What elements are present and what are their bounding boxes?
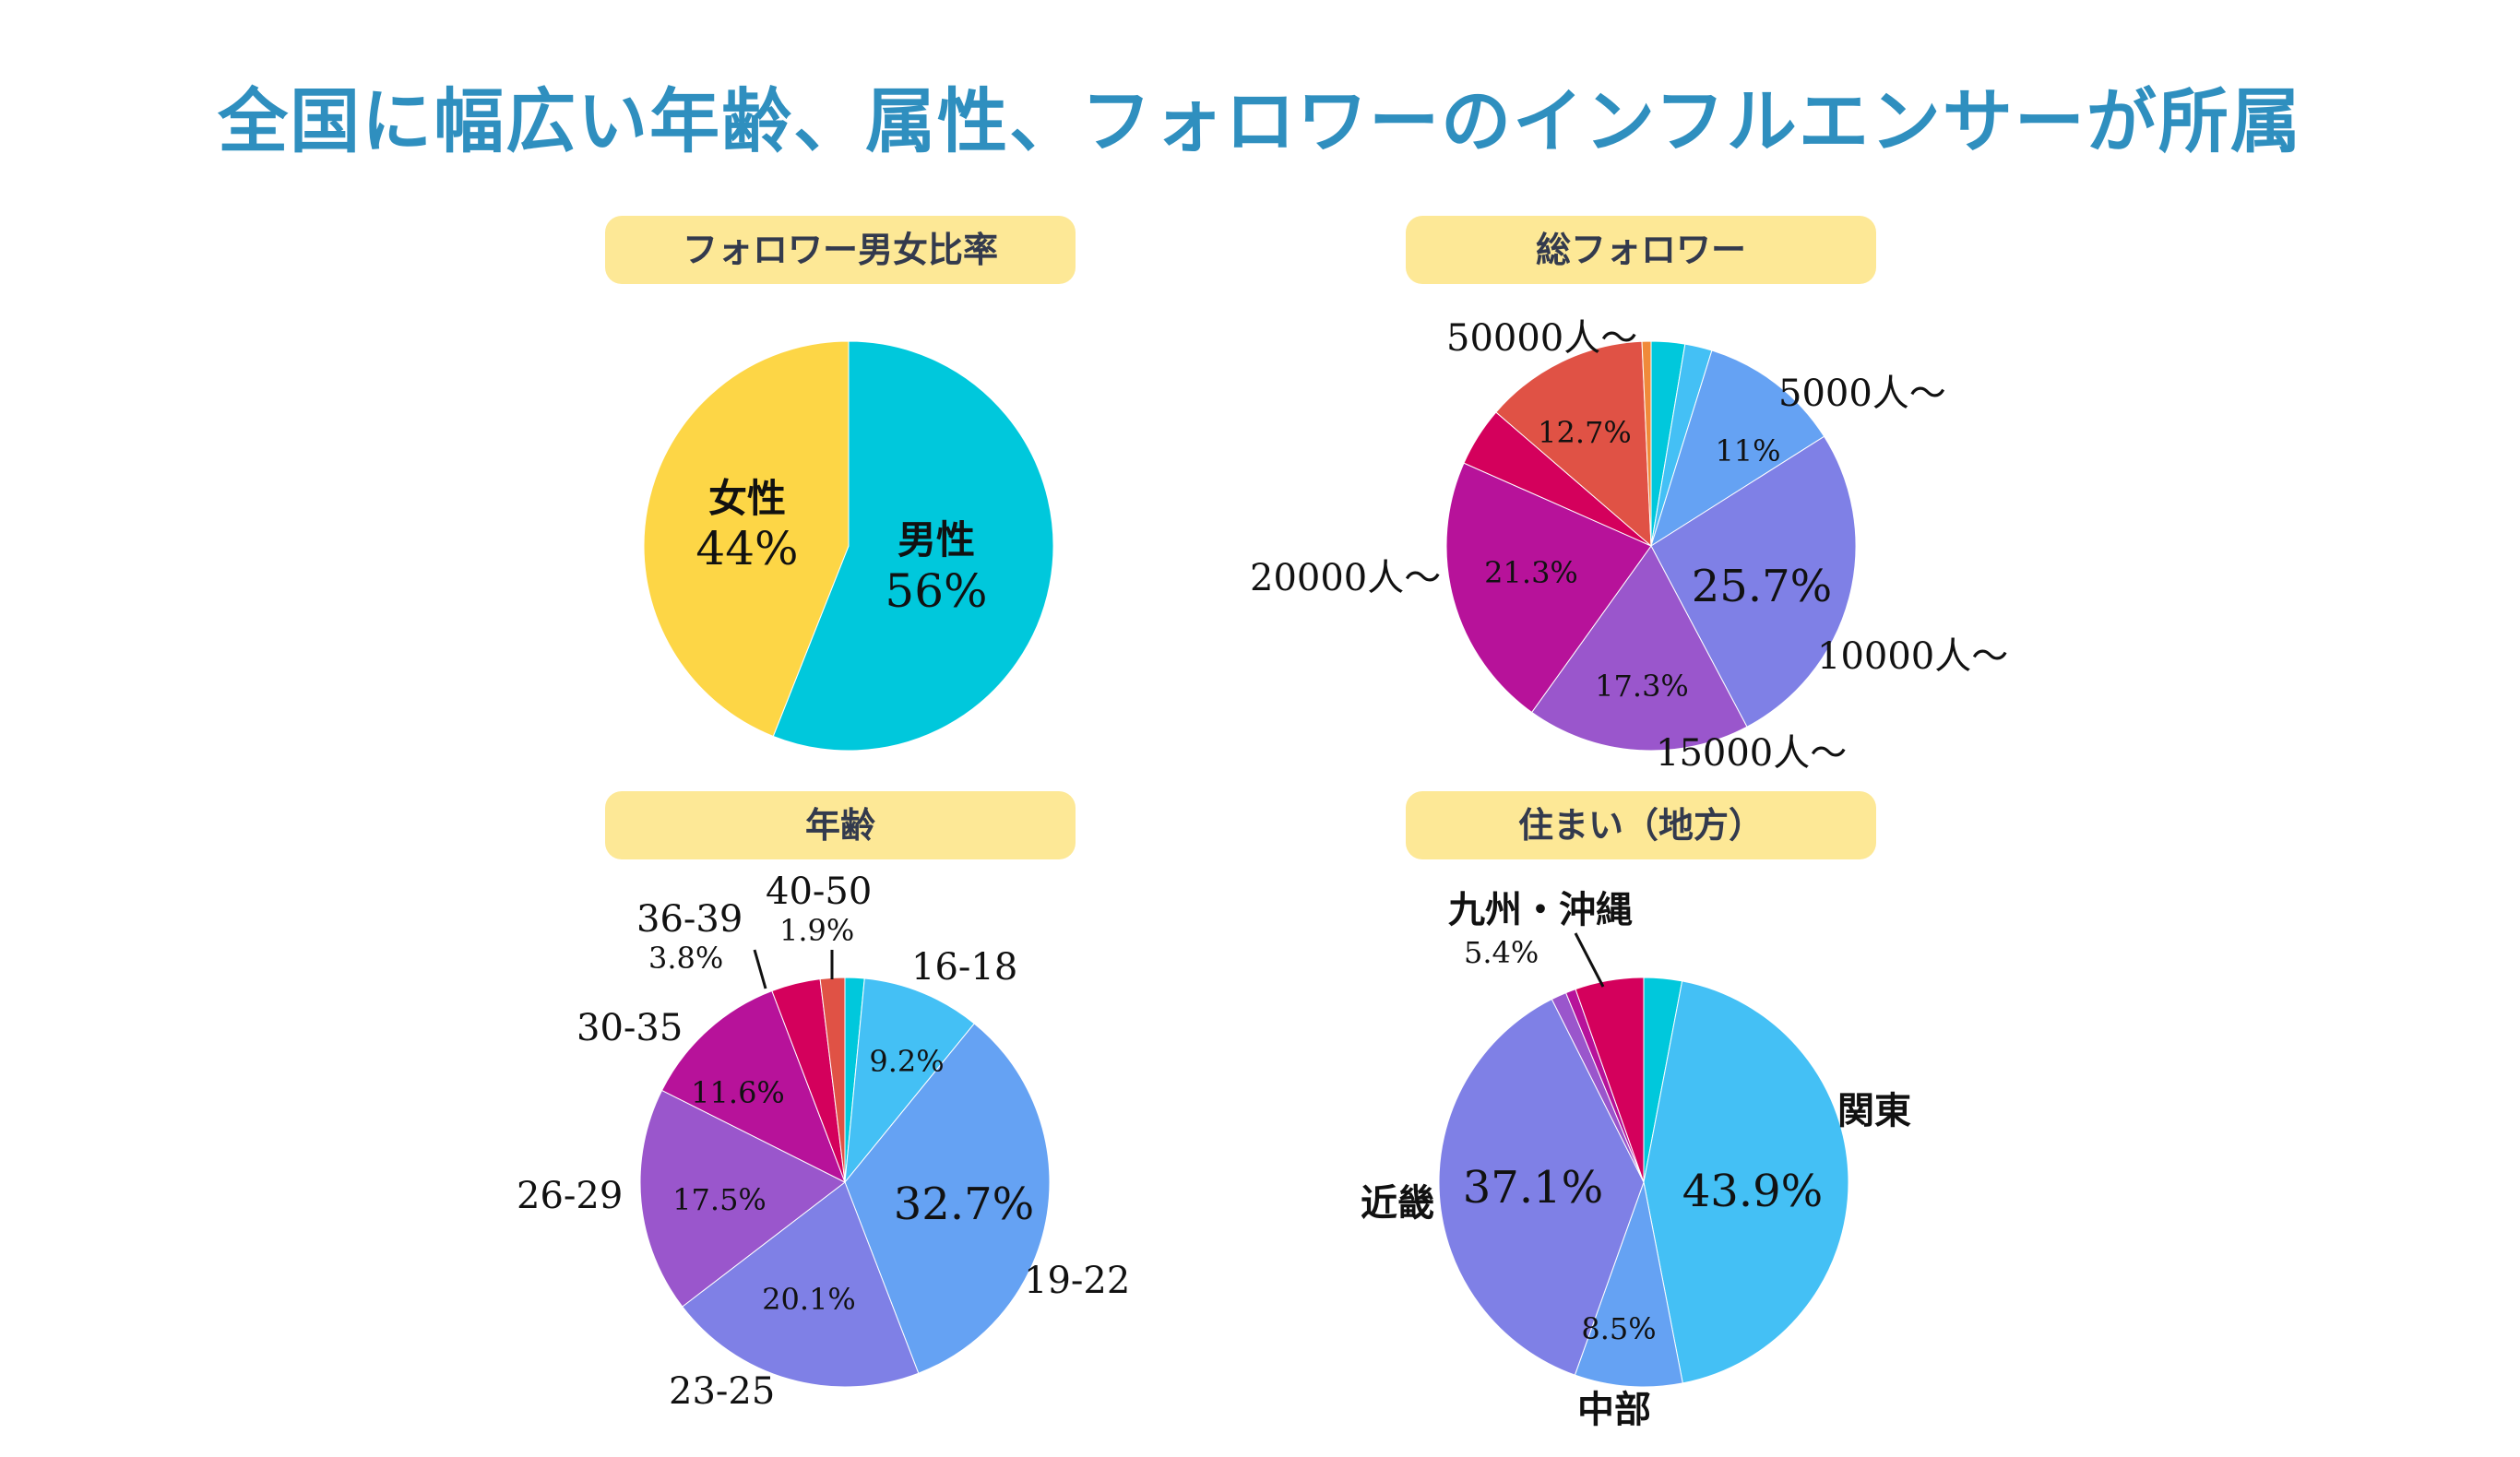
region-label-kyushu: 九州・沖縄 [1448,889,1633,931]
age-slice-1 [844,977,975,1184]
gender-label-male-pct: 56% [885,564,987,618]
followers-chart-title: 総フォロワー [1406,216,1876,284]
region-label-kinki: 近畿 [1361,1182,1434,1225]
followers-slice-5 [1445,462,1652,714]
gender-slice-0 [772,340,1054,752]
region-pie [1438,977,1849,1388]
age-slice-4 [639,1089,846,1308]
region-slice-3 [1438,998,1645,1376]
gender-label-female-pct: 44% [695,522,798,575]
region-leader-kyushu [1574,932,1605,988]
age-label-16-18: 16-18 [911,946,1017,989]
age-label-36-39: 36-39 [636,898,743,941]
followers-pct-5000: 11% [1715,433,1780,468]
gender-label-male-name: 男性 [897,517,975,563]
age-leader-36-39 [753,949,767,989]
followers-slice-4 [1530,545,1748,752]
region-slice-2 [1574,1180,1683,1388]
age-label-26-29: 26-29 [517,1175,623,1217]
age-pct-23-25: 20.1% [762,1282,856,1317]
followers-slice-3 [1650,435,1857,728]
age-pct-40-50: 1.9% [779,913,854,948]
followers-pct-15000: 17.3% [1595,669,1689,704]
followers-label-50000: 50000人〜 [1446,317,1637,360]
age-label-40-50: 40-50 [766,871,872,913]
age-pct-30-35: 11.6% [691,1075,785,1110]
followers-pct-50000: 12.7% [1538,415,1632,450]
region-pct-kanto: 43.9% [1682,1166,1823,1217]
age-label-23-25: 23-25 [669,1370,775,1413]
followers-slice-7 [1495,340,1652,548]
followers-pct-20000: 21.3% [1484,555,1578,590]
followers-label-10000: 10000人〜 [1817,635,2008,678]
followers-pie [1445,340,1857,752]
followers-slice-2 [1650,349,1825,548]
followers-pct-10000: 25.7% [1692,561,1832,612]
followers-label-15000: 15000人〜 [1656,732,1847,775]
followers-slice-8 [1641,340,1652,547]
age-pie [639,977,1051,1388]
gender-label-female-name: 女性 [708,476,786,521]
age-label-30-35: 30-35 [577,1007,683,1049]
page-title: 全国に幅広い年齢、属性、フォロワーのインフルエンサーが所属 [218,80,2302,162]
region-pct-kyushu: 5.4% [1464,935,1539,970]
age-slice-3 [682,1181,920,1388]
age-pct-26-29: 17.5% [672,1182,767,1217]
gender-pie [643,340,1054,752]
region-label-kanto: 関東 [1837,1090,1911,1132]
age-pct-36-39: 3.8% [648,941,723,976]
region-chart-title: 住まい（地方） [1406,791,1876,859]
age-pct-19-22: 32.7% [894,1179,1034,1230]
followers-label-20000: 20000人〜 [1250,557,1441,599]
age-slice-2 [844,1023,1051,1374]
age-pct-16-18: 9.2% [869,1044,944,1079]
region-pct-chubu: 8.5% [1581,1311,1656,1346]
gender-chart-title: フォロワー男女比率 [605,216,1076,284]
gender-slice-1 [643,340,850,738]
region-slice-1 [1643,980,1849,1384]
region-pct-kinki: 37.1% [1463,1162,1603,1214]
region-label-chubu: 中部 [1577,1389,1651,1431]
age-chart-title: 年齢 [605,791,1076,859]
followers-label-5000: 5000人〜 [1778,373,1946,415]
age-slice-5 [660,989,846,1184]
age-label-19-22: 19-22 [1024,1260,1130,1302]
region-slice-6 [1575,977,1645,1183]
